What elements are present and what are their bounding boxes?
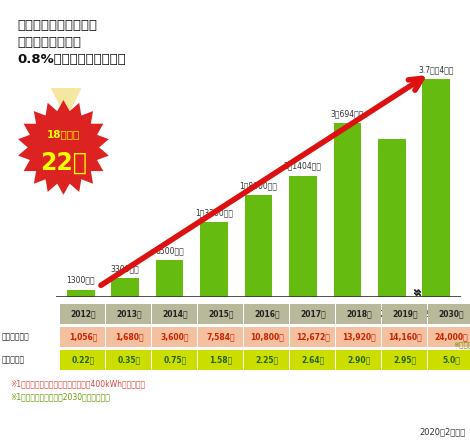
Bar [152,304,197,324]
Text: 2.90円: 2.90円 [347,355,371,364]
Bar [60,350,105,370]
Text: 2030年: 2030年 [424,309,448,319]
Polygon shape [18,100,109,195]
Text: ※予想値: ※予想値 [454,341,470,348]
Bar [428,304,470,324]
Text: 1,680円: 1,680円 [115,332,143,341]
Text: 2.95円: 2.95円 [393,355,416,364]
Text: 2016年: 2016年 [246,309,271,319]
Text: 2012年: 2012年 [68,309,94,319]
Text: 2013年: 2013年 [113,309,138,319]
Bar [334,123,361,297]
Text: 2016年: 2016年 [254,309,280,318]
Text: 2018年: 2018年 [346,309,372,318]
Bar [290,350,335,370]
Bar [106,327,151,347]
Bar [290,327,335,347]
Bar [245,195,272,297]
Bar [382,304,427,324]
Bar [198,304,243,324]
Bar [152,327,197,347]
Text: ※1世帯あたりの単価（2030年は予想値）: ※1世帯あたりの単価（2030年は予想値） [10,392,110,401]
Text: 12,672円: 12,672円 [296,332,330,341]
Bar [382,327,427,347]
Bar [198,350,243,370]
Bar [244,304,289,324]
Text: 2014年: 2014年 [162,309,188,318]
Bar [67,290,94,297]
Text: 0.22円: 0.22円 [71,355,94,364]
Text: 7,584円: 7,584円 [207,332,235,341]
Bar [428,327,470,347]
Text: 2017年: 2017年 [300,309,326,318]
Bar [378,139,406,297]
Text: 1兆3200億円: 1兆3200億円 [195,208,233,217]
Bar [289,176,317,297]
Bar [106,304,151,324]
Text: 1,056円: 1,056円 [69,332,97,341]
Text: 18年間で: 18年間で [47,129,80,139]
FancyArrowPatch shape [101,78,422,285]
Text: 22倍: 22倍 [40,151,87,175]
Text: 0.35円: 0.35円 [118,355,141,364]
Text: 3,600円: 3,600円 [161,332,189,341]
Text: 14,160円: 14,160円 [388,332,422,341]
Text: 1300億円: 1300億円 [67,275,95,285]
Text: 標準世帯年額: 標準世帯年額 [2,332,30,341]
Text: 5.0円: 5.0円 [442,355,460,364]
Bar [244,327,289,347]
Text: 賦課金も大きく上昇し
今や消費税総額の
0.8%にも匹敵しています: 賦課金も大きく上昇し 今や消費税総額の 0.8%にも匹敵しています [17,19,126,66]
Bar [156,260,183,297]
Text: 3兆694億円: 3兆694億円 [331,109,364,118]
Bar [382,350,427,370]
Bar [111,279,139,297]
Bar [244,350,289,370]
Bar [336,350,381,370]
Text: 2015年: 2015年 [202,309,227,319]
Text: 2017年: 2017年 [290,309,315,319]
Bar [152,350,197,370]
Bar [336,327,381,347]
Bar [60,304,105,324]
Text: 24,000円: 24,000円 [434,332,468,341]
Bar [106,350,151,370]
Text: 2012年: 2012年 [70,309,96,318]
Text: 2030年: 2030年 [438,309,464,318]
Text: 6500億円: 6500億円 [155,246,184,255]
Text: 1.58円: 1.58円 [209,355,233,364]
Bar [60,327,105,347]
Text: 10,800円: 10,800円 [250,332,284,341]
Bar [428,350,470,370]
Bar [336,304,381,324]
Text: 賦課金単価: 賦課金単価 [2,355,25,364]
Text: 13,920円: 13,920円 [342,332,376,341]
Text: ※1世帯あたりの月額の電気使用量を400kWhとした場合: ※1世帯あたりの月額の電気使用量を400kWhとした場合 [10,379,145,389]
Text: 2兆1404億円: 2兆1404億円 [284,162,322,171]
Text: 1兆8000億円: 1兆8000億円 [240,181,277,190]
Text: 0.75円: 0.75円 [164,355,187,364]
Text: 2014年: 2014年 [157,309,182,319]
Text: 2.64円: 2.64円 [301,355,325,364]
Text: 3300億円: 3300億円 [111,264,140,273]
Bar [200,222,228,297]
Text: 2019年: 2019年 [379,309,404,319]
Text: 3.7兆〜4兆円: 3.7兆〜4兆円 [418,65,454,74]
Text: 2.25円: 2.25円 [255,355,279,364]
Text: 2013年: 2013年 [116,309,142,318]
Bar [423,79,450,297]
Bar [290,304,335,324]
Bar [198,327,243,347]
Text: 2015年: 2015年 [208,309,234,318]
Text: 2020年2月現在: 2020年2月現在 [420,428,466,436]
Polygon shape [51,88,82,119]
Text: 2019年: 2019年 [392,309,418,318]
Text: 2018年: 2018年 [335,309,360,319]
